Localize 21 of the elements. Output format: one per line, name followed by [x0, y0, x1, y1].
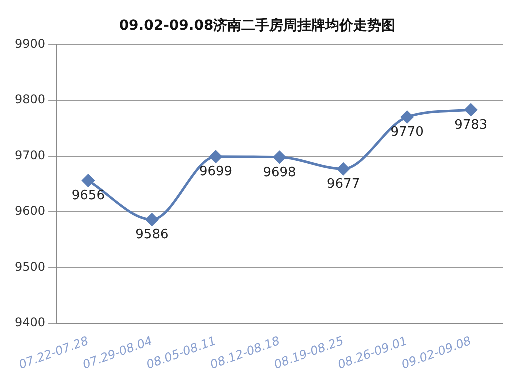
point: [210, 150, 222, 164]
y-tick-label: 9600: [14, 204, 46, 218]
y-tick-label: 9800: [14, 92, 46, 107]
point: [82, 174, 95, 188]
y-tick-label: 9900: [14, 36, 46, 51]
data-label: 9699: [199, 164, 233, 180]
y-tick-label: 9700: [14, 148, 46, 162]
point: [401, 111, 414, 124]
chart-title: 09.02-09.08济南二手房周挂牌均价走势图: [119, 17, 396, 34]
point: [274, 151, 286, 164]
point: [146, 214, 158, 226]
data-label: 9770: [390, 125, 424, 140]
data-label: 9698: [263, 165, 296, 180]
point: [337, 162, 350, 176]
data-label: 9783: [454, 118, 488, 133]
y-tick-label: 9400: [14, 316, 46, 330]
y-tick-label: 9500: [14, 260, 46, 274]
data-label: 9656: [72, 188, 105, 204]
data-label: 9677: [327, 176, 360, 192]
data-label: 9586: [136, 228, 169, 243]
point: [464, 104, 478, 116]
